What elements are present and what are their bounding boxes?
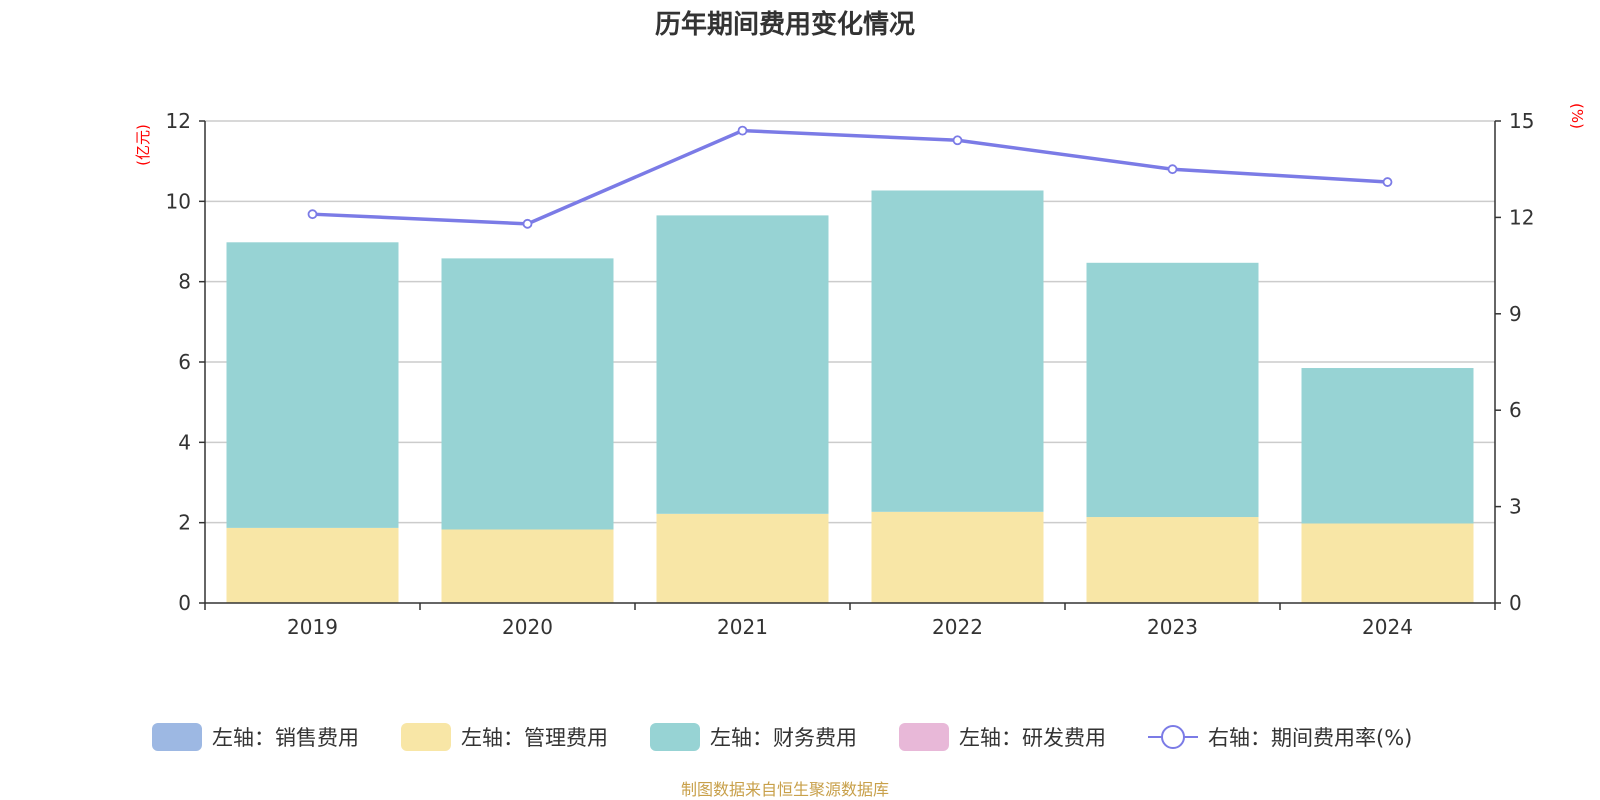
source-note: 制图数据来自恒生聚源数据库 xyxy=(681,780,889,799)
rate-point xyxy=(1382,177,1393,187)
legend-swatch xyxy=(899,723,949,751)
left-tick-label: 2 xyxy=(178,511,191,535)
left-tick-label: 10 xyxy=(166,189,191,213)
left-tick-label: 6 xyxy=(178,350,191,374)
bar-segment xyxy=(1301,523,1474,603)
legend-swatch xyxy=(152,723,202,751)
right-tick-label: 0 xyxy=(1509,591,1522,615)
x-tick-label: 2024 xyxy=(1362,615,1413,639)
bars xyxy=(226,190,1474,603)
rate-point xyxy=(307,209,318,220)
legend-marker xyxy=(1161,725,1185,749)
bar-segment xyxy=(656,215,829,514)
legend-swatch xyxy=(401,723,451,751)
legend-swatch xyxy=(650,723,700,751)
left-tick-label: 0 xyxy=(178,591,191,615)
bar-segment xyxy=(1301,368,1474,524)
x-tick-label: 2019 xyxy=(287,615,338,639)
legend-label: 右轴：期间费用率(%) xyxy=(1208,726,1412,750)
x-tick-label: 2022 xyxy=(932,615,983,639)
left-tick-label: 12 xyxy=(166,109,191,133)
x-tick-label: 2021 xyxy=(717,615,768,639)
chart-title: 历年期间费用变化情况 xyxy=(655,9,915,40)
axes: 0 2 4 6 8 10 12 0 3 6 9 12 15 2019 2020 2021 2022 2023 202… xyxy=(166,109,1535,639)
right-tick-label: 12 xyxy=(1509,205,1534,229)
right-axis-unit: (%) xyxy=(1568,103,1586,129)
legend-label: 左轴：研发费用 xyxy=(959,726,1106,750)
right-tick-label: 3 xyxy=(1509,495,1522,519)
right-tick-label: 15 xyxy=(1509,109,1534,133)
rate-point xyxy=(522,218,533,229)
rate-line-path xyxy=(312,128,1388,226)
x-tick-label: 2023 xyxy=(1147,615,1198,639)
legend-label: 左轴：管理费用 xyxy=(461,726,608,750)
left-tick-label: 8 xyxy=(178,270,191,294)
rate-point xyxy=(952,135,963,146)
rate-point xyxy=(737,125,748,136)
bar-segment xyxy=(1086,517,1259,603)
bar-segment xyxy=(871,190,1044,512)
rate-point xyxy=(1167,164,1178,175)
bar-segment xyxy=(226,242,399,528)
x-tick-label: 2020 xyxy=(502,615,553,639)
legend: 左轴：销售费用 左轴：管理费用 左轴：财务费用 左轴：研发费用 右轴：期间费用率(%) xyxy=(152,723,1412,751)
bar-segment xyxy=(441,529,614,603)
legend-label: 左轴：销售费用 xyxy=(212,726,359,750)
bar-segment xyxy=(441,258,614,530)
bar-segment xyxy=(226,527,399,603)
right-tick-label: 9 xyxy=(1509,302,1522,326)
left-axis-unit: (亿元) xyxy=(134,124,152,166)
bar-segment xyxy=(656,513,829,603)
grid-lines xyxy=(205,120,1495,524)
left-tick-label: 4 xyxy=(178,430,191,454)
bar-segment xyxy=(1086,262,1259,518)
legend-label: 左轴：财务费用 xyxy=(710,726,857,750)
bar-segment xyxy=(871,511,1044,603)
rate-line xyxy=(307,125,1393,229)
right-tick-label: 6 xyxy=(1509,398,1522,422)
